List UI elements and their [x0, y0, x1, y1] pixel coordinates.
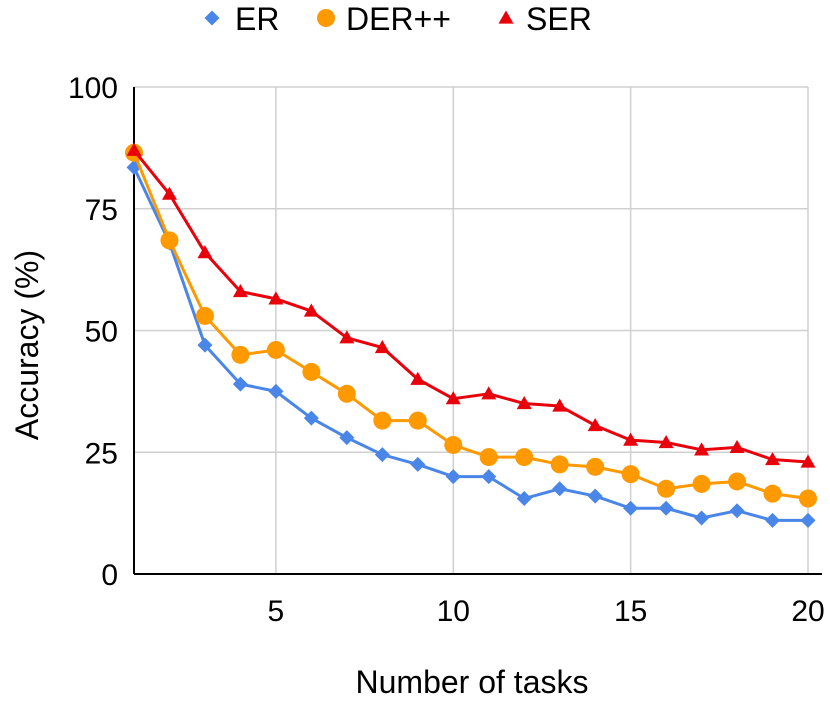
data-point: [373, 411, 392, 430]
data-point: [374, 447, 390, 463]
y-tick-label: 25: [85, 437, 118, 470]
data-point: [160, 231, 179, 250]
data-point: [658, 435, 674, 449]
data-point: [268, 383, 284, 399]
data-point: [445, 469, 461, 485]
data-point: [694, 510, 710, 526]
data-point: [587, 488, 603, 504]
data-point: [621, 465, 640, 484]
y-tick-labels: 0 25 50 75 100: [68, 72, 118, 592]
series-ser: [126, 142, 816, 468]
data-point: [516, 491, 532, 507]
data-point: [623, 432, 639, 446]
legend: ER DER++ SER: [204, 1, 592, 37]
data-point: [800, 454, 816, 468]
data-point: [303, 410, 319, 426]
circle-marker-icon: [317, 9, 335, 27]
series-group: [125, 142, 817, 528]
data-point: [552, 481, 568, 497]
data-point: [410, 371, 426, 385]
data-point: [479, 448, 498, 467]
data-point: [445, 391, 461, 405]
data-point: [232, 284, 248, 298]
data-point: [374, 340, 390, 354]
data-point: [552, 398, 568, 412]
legend-item: SER: [498, 1, 592, 37]
data-point: [728, 472, 747, 491]
data-point: [481, 469, 497, 485]
y-tick-label: 100: [68, 72, 118, 105]
data-point: [410, 456, 426, 472]
x-axis-label: Number of tasks: [356, 664, 589, 700]
data-point: [765, 512, 781, 528]
x-tick-label: 5: [268, 595, 285, 628]
data-point: [516, 396, 532, 410]
legend-label: SER: [526, 1, 592, 37]
series-line: [132, 166, 808, 522]
data-point: [161, 186, 177, 200]
data-point: [657, 479, 676, 498]
data-point: [729, 439, 745, 454]
data-point: [197, 337, 213, 353]
x-tick-labels: 5 10 15 20: [268, 595, 825, 628]
data-point: [694, 442, 710, 456]
data-point: [302, 362, 321, 381]
data-point: [268, 291, 284, 305]
data-point: [126, 142, 142, 156]
x-tick-label: 15: [614, 595, 647, 628]
legend-item: ER: [204, 1, 279, 37]
data-point: [266, 340, 285, 359]
legend-label: DER++: [346, 1, 451, 37]
legend-label: ER: [235, 1, 279, 37]
data-point: [763, 484, 782, 503]
legend-item: DER++: [317, 1, 451, 37]
data-point: [339, 330, 355, 344]
triangle-marker-icon: [498, 10, 514, 24]
data-point: [408, 411, 427, 430]
series-line: [132, 152, 809, 501]
data-point: [232, 376, 248, 392]
y-tick-label: 50: [85, 316, 118, 349]
y-tick-label: 0: [101, 559, 118, 592]
y-tick-label: 75: [85, 194, 118, 227]
data-point: [587, 417, 603, 432]
data-point: [444, 435, 463, 454]
x-tick-label: 20: [791, 595, 824, 628]
grid: [134, 86, 809, 574]
data-point: [339, 430, 355, 446]
data-point: [729, 503, 745, 519]
data-point: [515, 448, 534, 467]
data-point: [623, 500, 639, 516]
data-point: [800, 512, 816, 528]
data-point: [197, 245, 213, 259]
data-point: [586, 457, 605, 476]
data-point: [550, 455, 569, 474]
diamond-marker-icon: [204, 10, 220, 26]
data-point: [658, 500, 674, 516]
data-point: [765, 452, 781, 466]
series-line: [132, 149, 809, 464]
data-point: [692, 474, 711, 493]
data-point: [231, 345, 250, 364]
x-tick-label: 10: [437, 595, 470, 628]
data-point: [303, 303, 319, 317]
data-point: [799, 489, 817, 508]
data-point: [195, 306, 214, 325]
data-point: [481, 386, 497, 400]
data-point: [337, 384, 356, 403]
y-axis-label: Accuracy (%): [9, 250, 45, 440]
